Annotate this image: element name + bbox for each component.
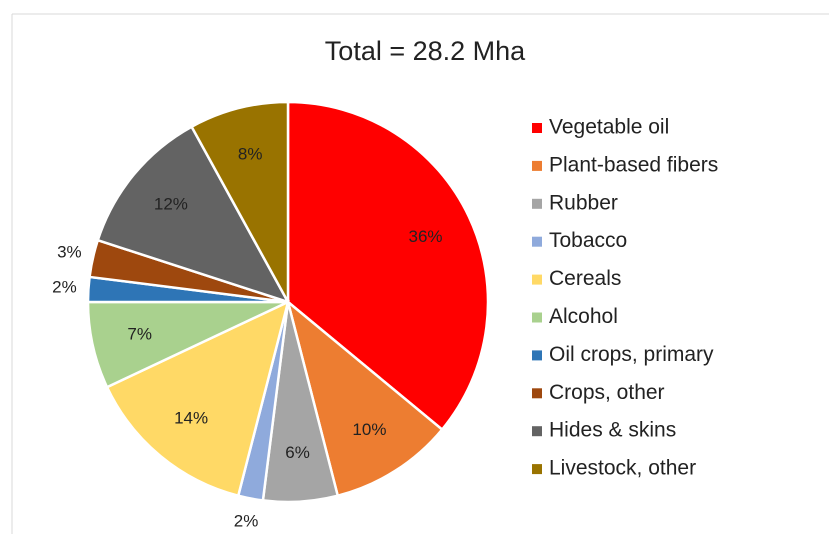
data-label: 10% bbox=[352, 420, 386, 439]
pie-slice bbox=[286, 100, 490, 432]
data-label: 2% bbox=[52, 277, 77, 296]
pie-slice bbox=[189, 100, 290, 303]
data-label: 6% bbox=[285, 443, 310, 462]
legend-label: Tobacco bbox=[549, 229, 627, 252]
data-label: 8% bbox=[238, 144, 263, 163]
data-label: 2% bbox=[234, 512, 259, 531]
legend-label: Alcohol bbox=[549, 305, 618, 328]
data-label: 36% bbox=[409, 227, 443, 246]
pie-slice bbox=[96, 125, 291, 305]
pie-slice bbox=[105, 299, 290, 498]
data-label: 14% bbox=[174, 409, 208, 428]
legend-swatch bbox=[532, 464, 542, 475]
legend-swatch bbox=[532, 236, 542, 247]
legend-label: Crops, other bbox=[549, 381, 665, 404]
legend-label: Hides & skins bbox=[549, 419, 676, 442]
legend-swatch bbox=[532, 274, 542, 285]
chart-title: Total = 28.2 Mha bbox=[325, 36, 526, 66]
data-label: 7% bbox=[127, 325, 152, 344]
legend-label: Vegetable oil bbox=[549, 116, 669, 139]
data-label: 3% bbox=[57, 243, 82, 262]
legend-swatch bbox=[532, 312, 542, 323]
legend-label: Oil crops, primary bbox=[549, 343, 714, 366]
legend-swatch bbox=[532, 198, 542, 209]
legend-swatch bbox=[532, 388, 542, 399]
legend-swatch bbox=[532, 160, 542, 171]
legend-label: Livestock, other bbox=[549, 457, 696, 480]
legend-swatch bbox=[532, 426, 542, 437]
legend-swatch bbox=[532, 350, 542, 361]
legend-label: Cereals bbox=[549, 267, 621, 290]
legend-label: Rubber bbox=[549, 191, 618, 214]
legend-label: Plant-based fibers bbox=[549, 153, 718, 176]
data-label: 12% bbox=[154, 195, 188, 214]
legend-swatch bbox=[532, 123, 542, 133]
